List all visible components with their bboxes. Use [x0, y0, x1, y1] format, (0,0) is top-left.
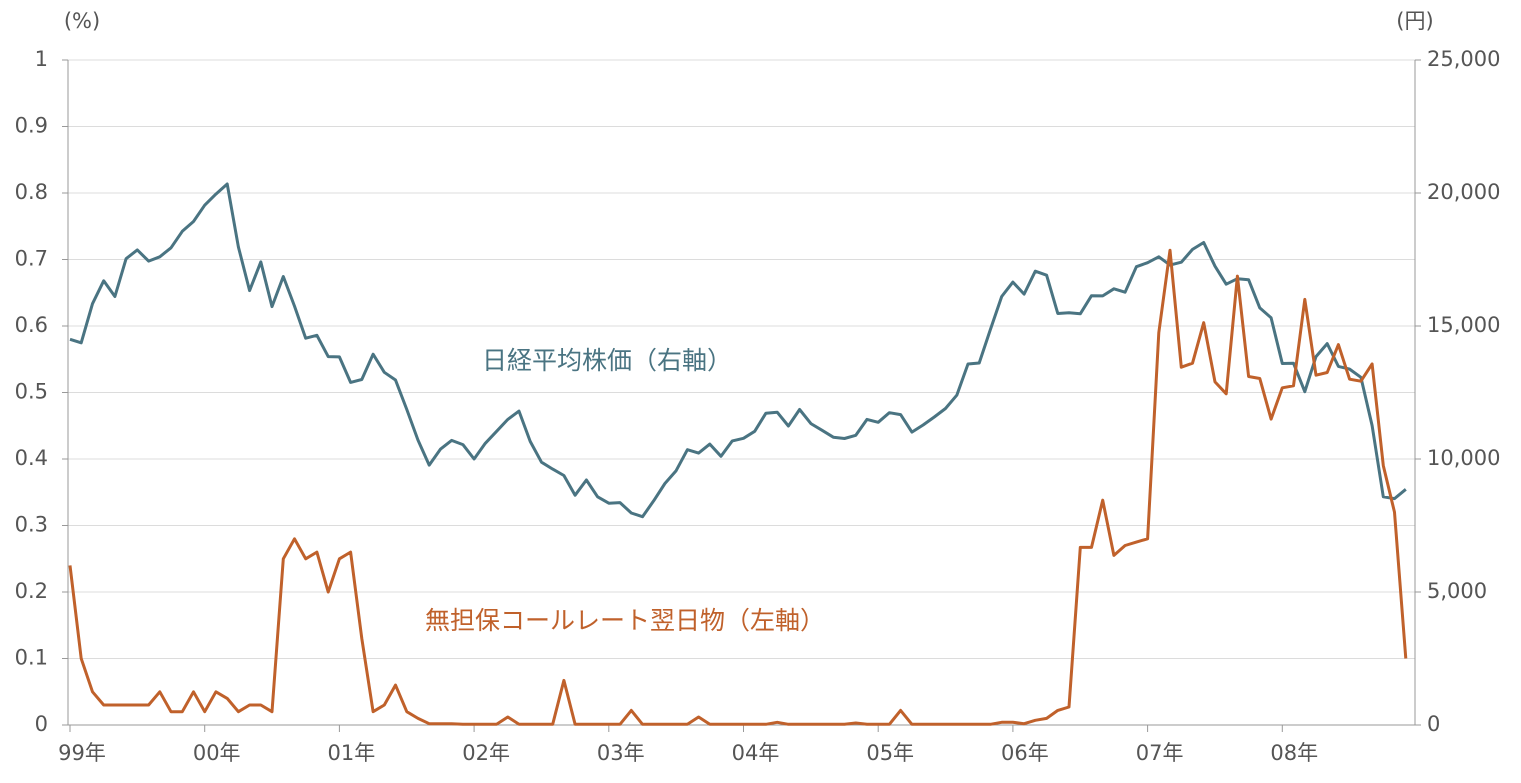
y2-tick-label: 15,000: [1427, 313, 1500, 337]
x-tick-label: 00年: [193, 741, 241, 765]
y-tick-label: 0.1: [15, 646, 48, 670]
y2-tick-label: 10,000: [1427, 446, 1500, 470]
x-tick-label: 07年: [1136, 741, 1184, 765]
series-line: [69, 182, 1407, 519]
y-tick-label: 0.3: [15, 513, 48, 537]
y-tick-label: 1: [35, 47, 48, 71]
y-tick-label: 0.5: [15, 380, 48, 404]
x-tick-label: 05年: [866, 741, 914, 765]
x-tick-label: 01年: [328, 741, 376, 765]
y2-tick-label: 5,000: [1427, 579, 1487, 603]
series-line: [68, 248, 1408, 726]
x-tick-label: 03年: [597, 741, 645, 765]
y-tick-label: 0.7: [15, 247, 48, 271]
y-unit-label: (%): [64, 9, 100, 33]
y-tick-label: 0.4: [15, 446, 48, 470]
x-tick-label: 08年: [1270, 741, 1318, 765]
x-tick-label: 04年: [732, 741, 780, 765]
y-tick-label: 0.9: [15, 114, 48, 138]
x-tick-label: 99年: [58, 741, 106, 765]
y-tick-label: 0.2: [15, 579, 48, 603]
y-tick-label: 0.8: [15, 180, 48, 204]
y2-tick-label: 25,000: [1427, 47, 1500, 71]
series-label: 日経平均株価（右軸）: [482, 346, 732, 375]
y2-unit-label: (円): [1396, 9, 1433, 33]
x-tick-label: 06年: [1001, 741, 1049, 765]
y-tick-label: 0.6: [15, 313, 48, 337]
x-tick-label: 02年: [462, 741, 510, 765]
y2-tick-label: 20,000: [1427, 180, 1500, 204]
y-tick-label: 0: [35, 712, 48, 736]
y2-tick-label: 0: [1427, 712, 1440, 736]
series-label: 無担保コールレート翌日物（左軸）: [425, 606, 825, 635]
